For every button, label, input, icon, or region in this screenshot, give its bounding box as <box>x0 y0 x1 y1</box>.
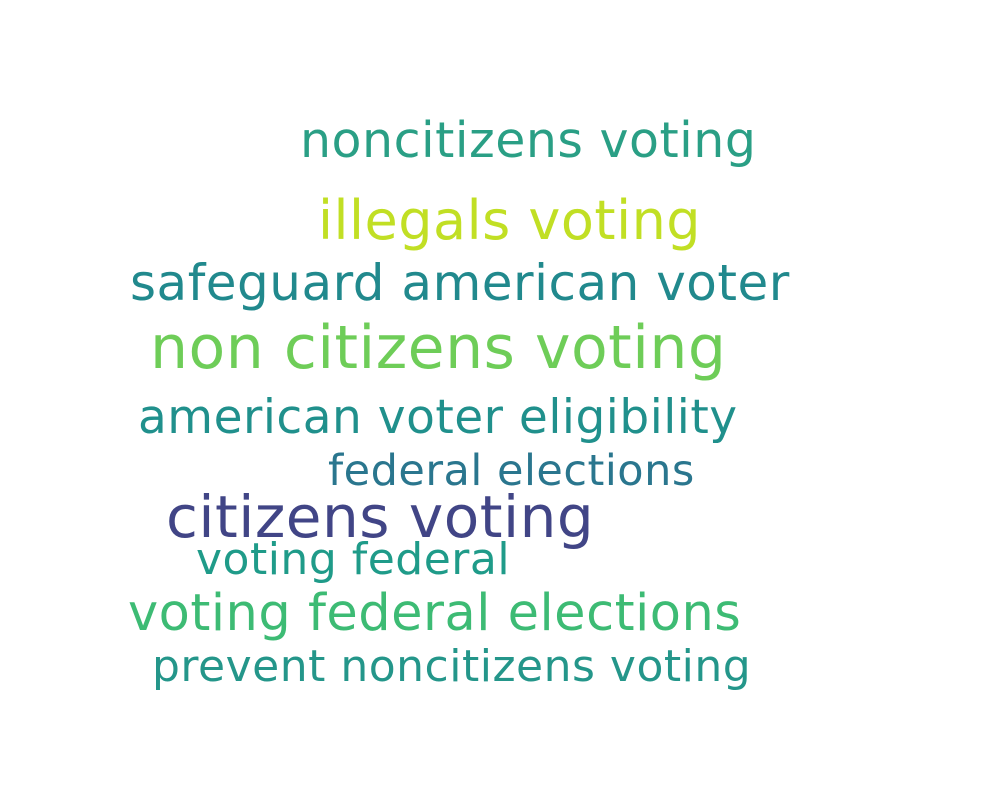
word-federal-elections: federal elections <box>328 446 695 496</box>
word-noncitizens-voting: noncitizens voting <box>300 112 757 169</box>
word-non-citizens-voting: non citizens voting <box>150 313 727 383</box>
word-voting-federal-elections: voting federal elections <box>128 584 742 643</box>
word-american-voter-eligibility: american voter eligibility <box>138 390 738 445</box>
word-illegals-voting: illegals voting <box>318 189 702 252</box>
word-prevent-noncitizens-voting: prevent noncitizens voting <box>152 641 752 692</box>
word-safeguard-american-voter: safeguard american voter <box>130 254 790 312</box>
word-citizens-voting: citizens voting <box>166 483 595 551</box>
word-voting-federal: voting federal <box>196 534 511 585</box>
